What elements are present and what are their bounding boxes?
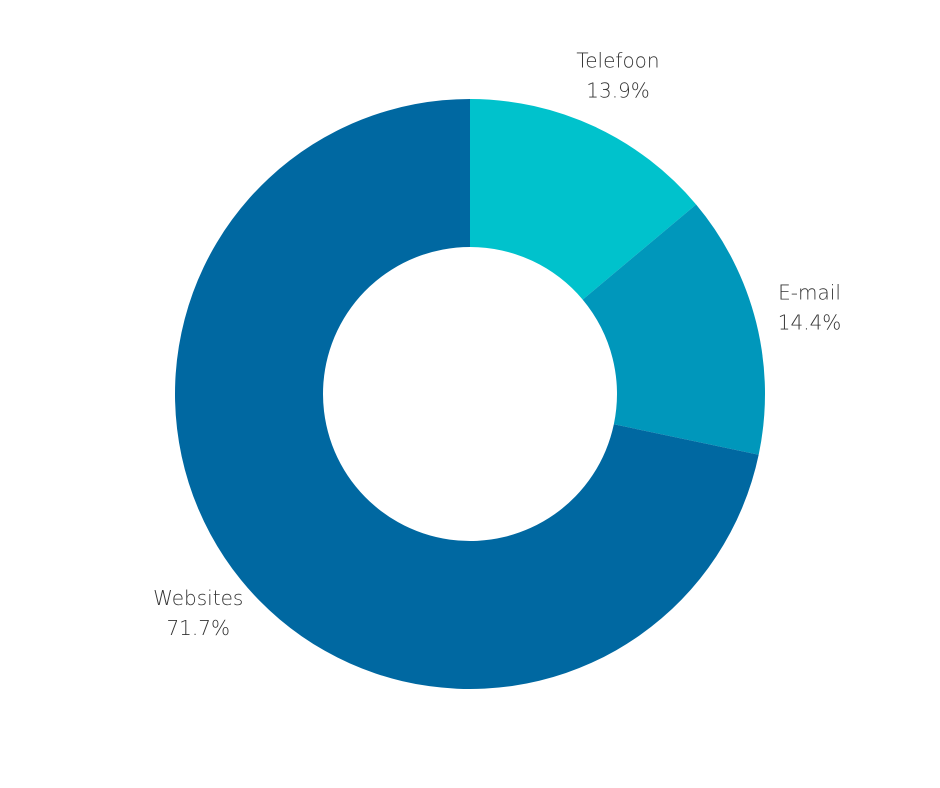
donut-slice — [470, 99, 697, 300]
slice-label: E-mail — [778, 281, 841, 305]
donut-slice — [582, 204, 765, 455]
slice-label: Telefoon — [576, 48, 659, 72]
slice-value-label: 71.7% — [166, 616, 230, 640]
slice-value-label: 13.9% — [586, 78, 650, 102]
slice-value-label: 14.4% — [778, 311, 842, 335]
slice-label: Websites — [153, 586, 243, 610]
donut-slice — [175, 99, 759, 689]
